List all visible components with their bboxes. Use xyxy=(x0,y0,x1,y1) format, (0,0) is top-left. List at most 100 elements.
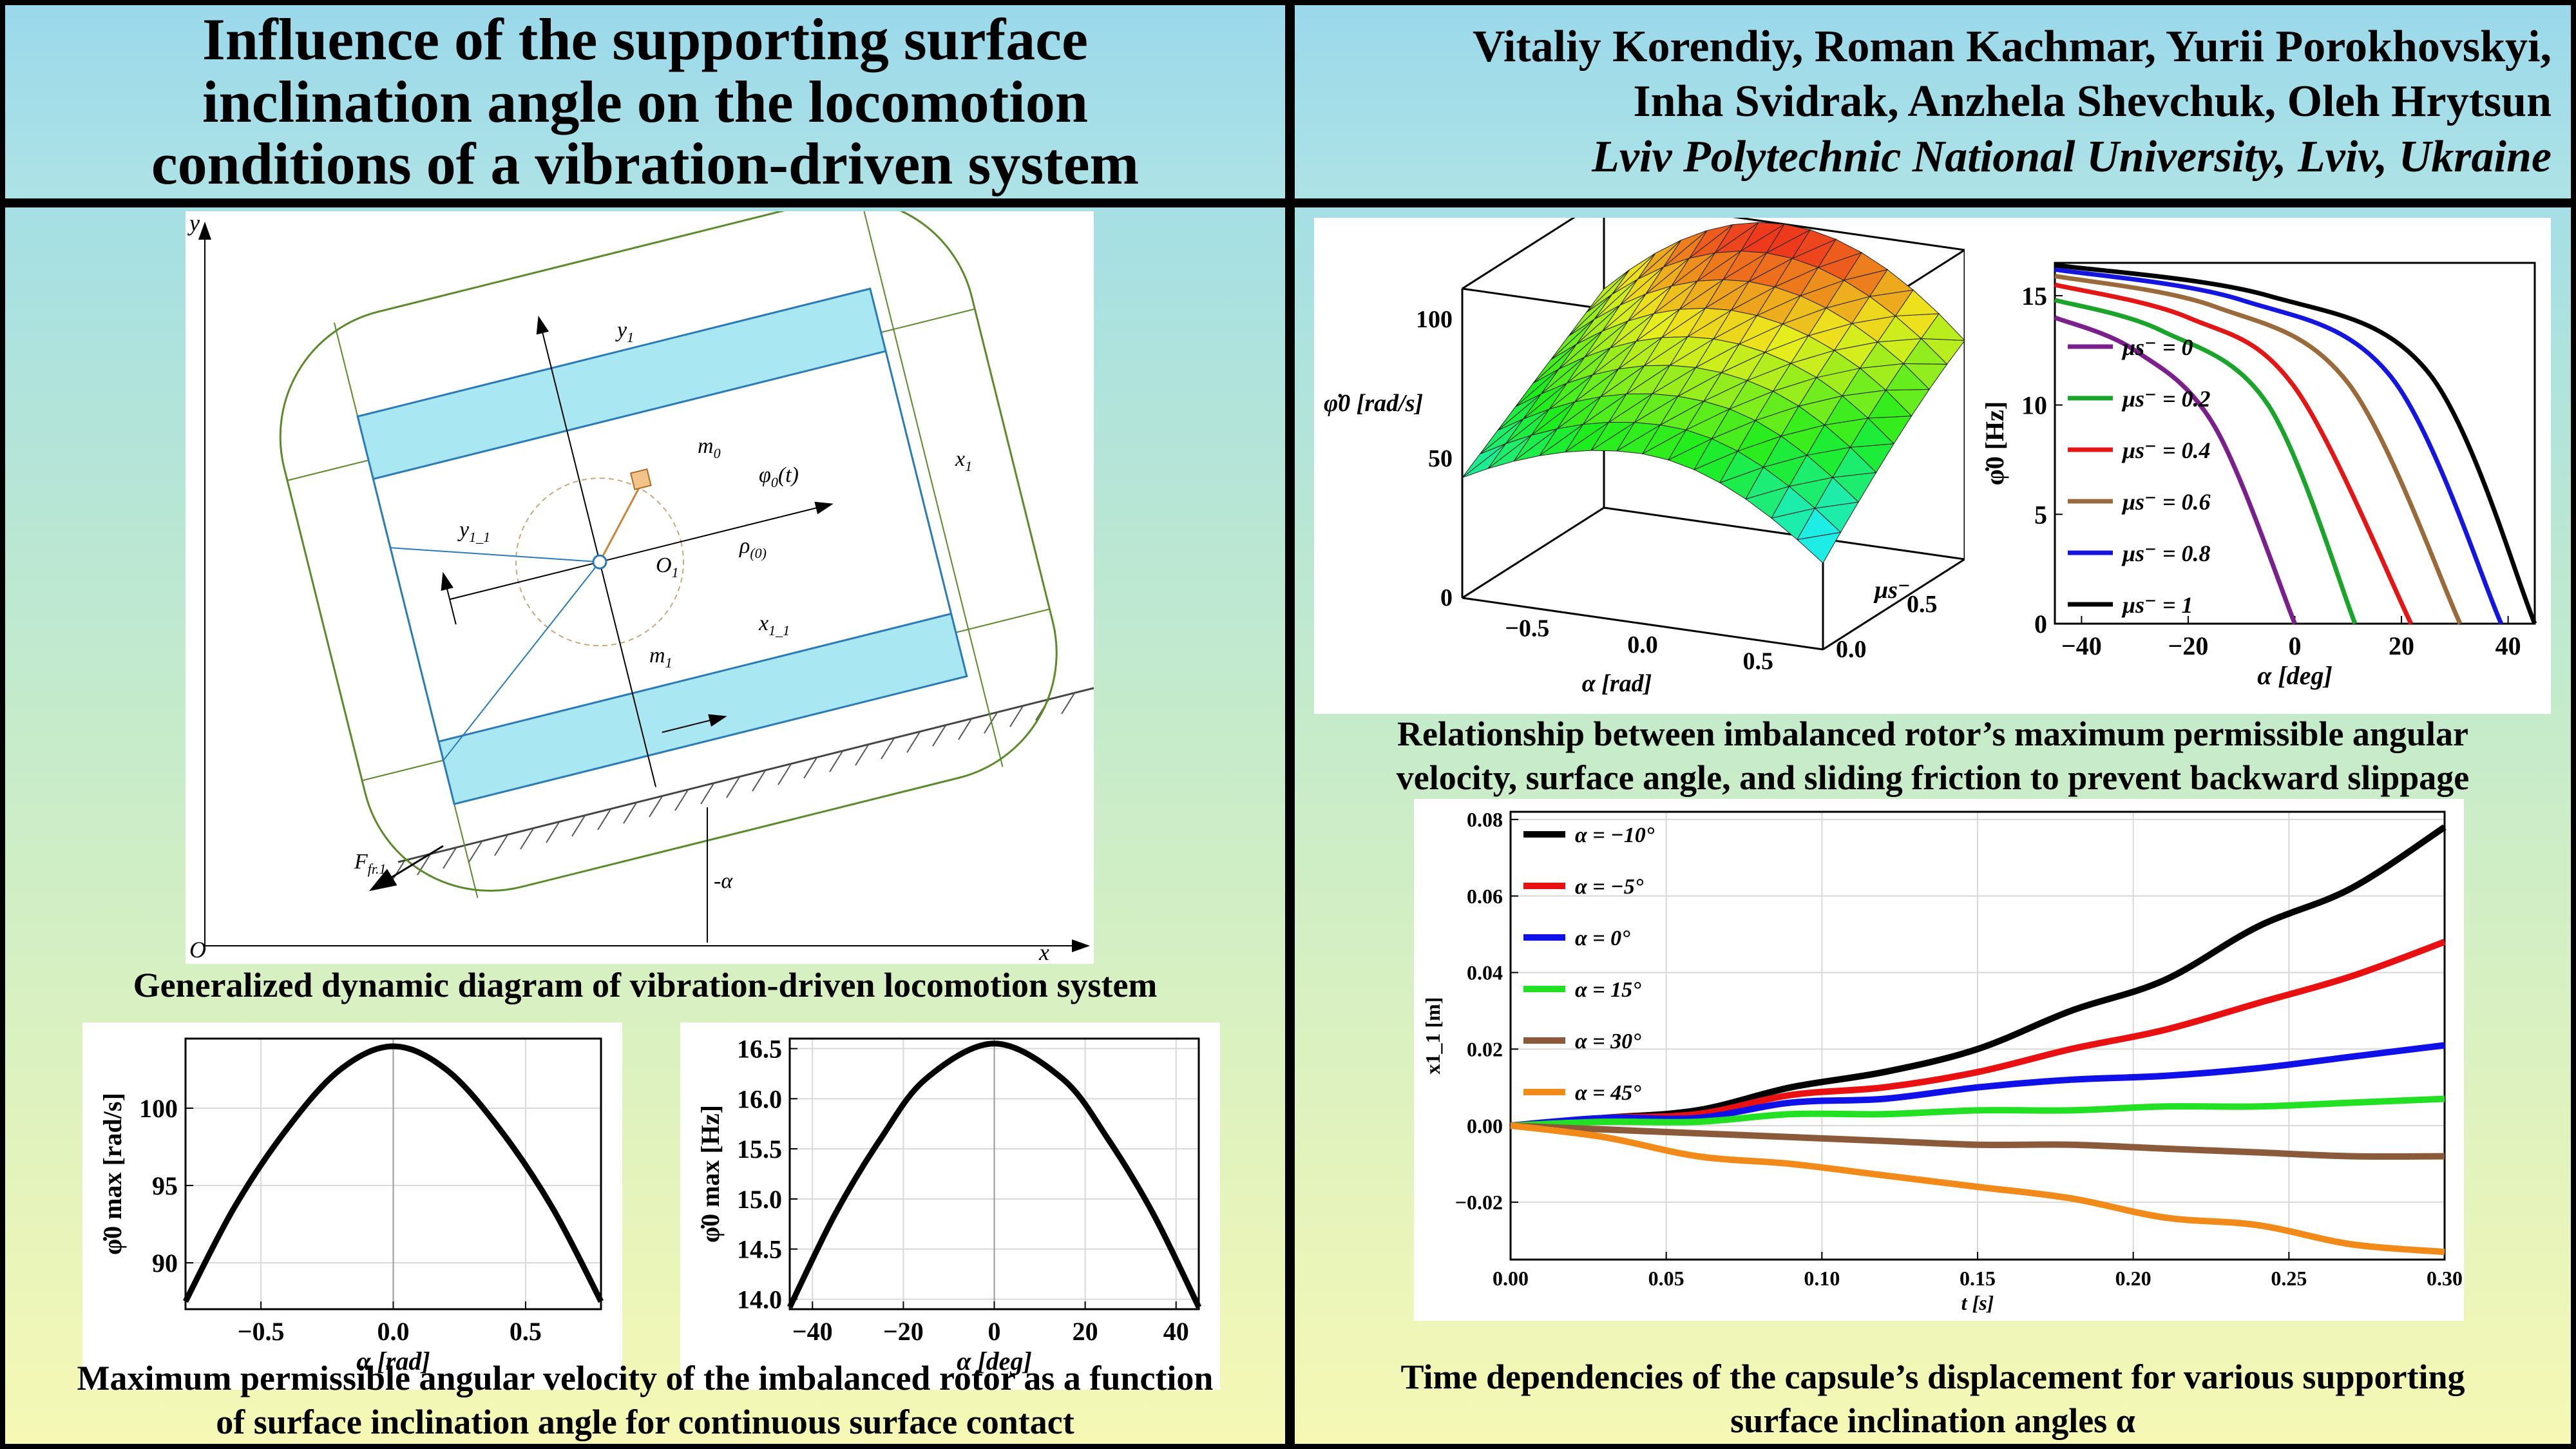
surface-tri-12-6-b xyxy=(1876,315,1922,343)
y-tick-label-1: 50 xyxy=(1428,445,1453,472)
y-tick-label-2: 15.0 xyxy=(737,1185,782,1214)
surface-tri-2-1-b xyxy=(1531,401,1576,436)
surface-tri-13-3-b xyxy=(1849,417,1895,448)
surface-tri-13-6-b xyxy=(1903,338,1948,365)
y-axis-title: φ̇0 max [rad/s] xyxy=(98,1093,127,1255)
rho-label: ρ(0) xyxy=(739,534,767,561)
surface-tri-3-2-b xyxy=(1574,369,1619,403)
surface-tri-4-0-b xyxy=(1565,421,1610,453)
y-axis-title: φ̇0 [rad/s] xyxy=(1324,390,1423,417)
surface-tri-13-2-b xyxy=(1832,446,1877,478)
surface-tri-3-0-b xyxy=(1539,424,1583,456)
y-tick-label-1: 5 xyxy=(2034,500,2047,529)
legend-label-5: α = 45° xyxy=(1575,1081,1641,1105)
series-line-1 xyxy=(2054,298,2358,625)
x-tick-label-2: 0.5 xyxy=(510,1317,542,1346)
surface-tri-11-0-b xyxy=(1744,466,1790,500)
surface-tri-5-2-b xyxy=(1626,365,1672,394)
surface-tri-3-5-b xyxy=(1628,285,1672,321)
right-bottom-caption-2: surface inclination angles α xyxy=(1730,1401,2135,1440)
surface-tri-2-7-b xyxy=(1637,240,1682,280)
surface-tri-2-4-b xyxy=(1584,320,1628,358)
y-tick-label-5: 16.5 xyxy=(737,1035,782,1064)
x-axis-label: x xyxy=(1038,939,1049,964)
x-tick-label-1: 0.0 xyxy=(1627,631,1658,658)
x-tick-label-2: 0.5 xyxy=(1742,648,1773,675)
poster-title-line-3: conditions of a vibration-driven system xyxy=(151,131,1140,197)
surface-tri-1-0-b xyxy=(1487,435,1532,469)
surface-tri-8-3-b xyxy=(1721,343,1766,374)
x-axis-title: α [deg] xyxy=(957,1347,1032,1376)
y1-label: y1 xyxy=(615,318,634,345)
surface-tri-9-7-b xyxy=(1817,238,1863,269)
surface-tri-4-3-b xyxy=(1618,337,1663,370)
legend-label-2: μs⁻ = 0.4 xyxy=(2121,437,2211,463)
surface-tri-0-2-b xyxy=(1497,393,1541,431)
legend-label-3: μs⁻ = 0.6 xyxy=(2121,489,2211,515)
x-tick-label-5: 0.25 xyxy=(2271,1267,2307,1290)
surface-tri-1-7-b xyxy=(1612,253,1656,295)
x-tick-label-4: 40 xyxy=(2495,631,2521,660)
surface-tri-13-5-b xyxy=(1885,363,1931,391)
surface-tri-3-6-b xyxy=(1645,258,1690,294)
surface-tri-9-4-b xyxy=(1764,323,1809,353)
y-tick-label-2: 0.02 xyxy=(1467,1037,1503,1060)
surface-tri-4-1-b xyxy=(1583,393,1628,425)
surface-tri-8-6-b xyxy=(1773,258,1819,288)
surface-tri-5-4-b xyxy=(1661,307,1707,338)
surface-tri-4-6-b xyxy=(1671,252,1715,287)
left-bottom-caption-2: of surface inclination angle for continu… xyxy=(216,1403,1074,1441)
x-tick-label-6: 0.30 xyxy=(2427,1267,2463,1290)
x-tick-label-1: −20 xyxy=(883,1317,924,1346)
surface-tri-13-4-b xyxy=(1867,389,1913,419)
x-tick-label-1: 0.0 xyxy=(377,1317,410,1346)
surface-tri-12-3-b xyxy=(1824,395,1869,426)
surface-tri-7-5-b xyxy=(1730,281,1776,311)
poster-title-line-1: Influence of the supporting surface xyxy=(202,6,1088,73)
surface-tri-11-6-b xyxy=(1851,296,1896,324)
legend-label-1: α = −5° xyxy=(1575,875,1644,899)
surface-tri-3-4-b xyxy=(1610,313,1654,349)
y-tick-label-3: 15 xyxy=(2021,282,2047,311)
surface-tri-6-2-b xyxy=(1652,365,1697,394)
x-axis-title: t [s] xyxy=(1961,1291,1994,1314)
y-axis-title: x1_1 [m] xyxy=(1421,997,1444,1075)
surface-tri-7-3-b xyxy=(1695,338,1741,369)
x-tick-label-3: 20 xyxy=(1073,1317,1098,1346)
surface-tri-0-4-b xyxy=(1532,343,1577,384)
surface-tri-9-0-b xyxy=(1693,438,1739,470)
box-edge-3 xyxy=(1603,506,1965,561)
affiliation: Lviv Polytechnic National University, Lv… xyxy=(1592,131,2552,182)
surface-tri-7-2-b xyxy=(1677,367,1722,398)
dynamic-diagram: y x O xyxy=(186,191,1094,965)
surface-tri-9-2-b xyxy=(1728,379,1774,410)
x-tick-label-0: −40 xyxy=(792,1317,833,1346)
surface-tri-0-7-b xyxy=(1586,269,1630,313)
diagram-svg: y x O xyxy=(187,191,1094,965)
surface-tri-7-1-b xyxy=(1659,396,1705,426)
series-line-3 xyxy=(1510,1095,2445,1129)
surface-tri-3-1-b xyxy=(1557,396,1601,429)
phi0-label: φ0(t) xyxy=(759,463,799,490)
series-line-2 xyxy=(1510,1042,2445,1129)
surface-tri-11-3-b xyxy=(1798,377,1844,407)
surface-tri-6-4-b xyxy=(1687,307,1733,338)
x-tick-label-2: 0 xyxy=(2289,631,2302,660)
surface-tri-5-5-b xyxy=(1679,279,1724,310)
surface-tri-6-0-b xyxy=(1616,422,1662,452)
title-panel: Influence of the supporting surface incl… xyxy=(5,5,1285,198)
surface-tri-1-6-b xyxy=(1594,278,1638,320)
x-tick-label-1: −20 xyxy=(2168,631,2209,660)
surface-tri-10-0-b xyxy=(1719,450,1764,484)
x-axis-title: α [rad] xyxy=(1582,670,1652,697)
left-body-panel: y x O xyxy=(5,191,1285,1444)
legend-label-4: α = 30° xyxy=(1575,1030,1641,1053)
surface-tri-8-2-b xyxy=(1703,372,1748,402)
x-axis-title: α [rad] xyxy=(356,1347,430,1376)
authors-line-2: Inha Svidrak, Anzhela Shevchuk, Oleh Hry… xyxy=(1633,77,2552,127)
authors-line-1: Vitaliy Korendiy, Roman Kachmar, Yurii P… xyxy=(1472,21,2552,72)
chart-1-svg: −40 −20 0 20 40 14.0 14.5 15.0 15.5 16.0 16.5 α [de… xyxy=(696,1035,1202,1376)
surface-tri-8-4-b xyxy=(1738,315,1784,345)
legend-label-4: μs⁻ = 0.8 xyxy=(2121,541,2211,566)
